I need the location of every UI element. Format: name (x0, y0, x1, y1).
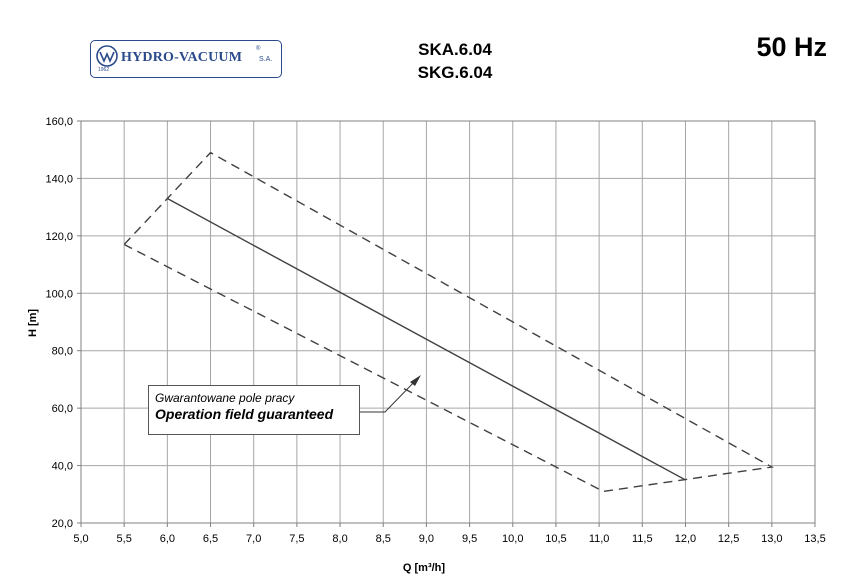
x-tick-label: 7,5 (289, 533, 304, 545)
x-tick-label: 9,5 (462, 533, 477, 545)
x-tick-label: 8,0 (332, 533, 347, 545)
annotation-arrow (360, 375, 421, 413)
y-tick-label: 60,0 (52, 403, 73, 415)
y-axis-label: H [m] (27, 309, 39, 337)
operating-field-boundary-line (123, 151, 774, 493)
logo-text: HYDRO-VACUUM (121, 50, 243, 65)
frequency-label: 50 Hz (756, 32, 827, 62)
x-tick-label: 10,0 (502, 533, 523, 545)
logo-registered-mark: ® (256, 46, 261, 52)
y-tick-label: 80,0 (52, 346, 73, 358)
x-axis-ticks: 5,0 5,5 6,0 6,5 7,0 7,5 8,0 8,5 9,0 9,5 10,0 10,5 11… (73, 523, 826, 545)
x-axis-label: Q [m³/h] (403, 562, 445, 574)
plot-area-border (80, 120, 816, 524)
x-tick-label: 7,0 (246, 533, 261, 545)
model-name-1: SKA.6.04 (418, 40, 492, 59)
annotation-box: Gwarantowane pole pracy Operation field … (148, 385, 360, 435)
y-tick-label: 20,0 (52, 518, 73, 530)
x-tick-label: 12,5 (718, 533, 739, 545)
x-tick-label: 5,5 (117, 533, 132, 545)
x-tick-label: 11,5 (632, 533, 653, 545)
x-tick-label: 8,5 (376, 533, 391, 545)
pump-curve-line (167, 197, 686, 481)
y-tick-label: 40,0 (52, 461, 73, 473)
model-name-2: SKG.6.04 (417, 63, 493, 82)
x-tick-label: 11,0 (589, 533, 610, 545)
x-tick-label: 12,0 (675, 533, 696, 545)
x-tick-label: 5,0 (73, 533, 88, 545)
x-tick-label: 6,0 (160, 533, 175, 545)
y-tick-label: 120,0 (45, 231, 73, 243)
logo-year: 1962 (98, 67, 110, 73)
logo-suffix: S.A. (259, 56, 273, 63)
chart-series (123, 151, 774, 493)
annotation-text-pl: Gwarantowane pole pracy (155, 391, 295, 405)
annotation-text-en: Operation field guaranteed (155, 406, 334, 422)
y-tick-label: 160,0 (45, 116, 73, 128)
y-axis-ticks: 20,0 40,0 60,0 80,0 100,0 120,0 140,0 160,0 (45, 116, 81, 530)
company-emblem-icon (96, 45, 118, 67)
x-tick-label: 13,0 (761, 533, 782, 545)
y-tick-label: 100,0 (45, 288, 73, 300)
x-tick-label: 6,5 (203, 533, 218, 545)
y-tick-label: 140,0 (45, 173, 73, 185)
x-tick-label: 13,5 (804, 533, 825, 545)
hydro-vacuum-logo: 1962 HYDRO-VACUUM ® S.A. (90, 40, 282, 78)
x-tick-label: 9,0 (419, 533, 434, 545)
x-tick-label: 10,5 (545, 533, 566, 545)
chart-grid (80, 120, 816, 524)
